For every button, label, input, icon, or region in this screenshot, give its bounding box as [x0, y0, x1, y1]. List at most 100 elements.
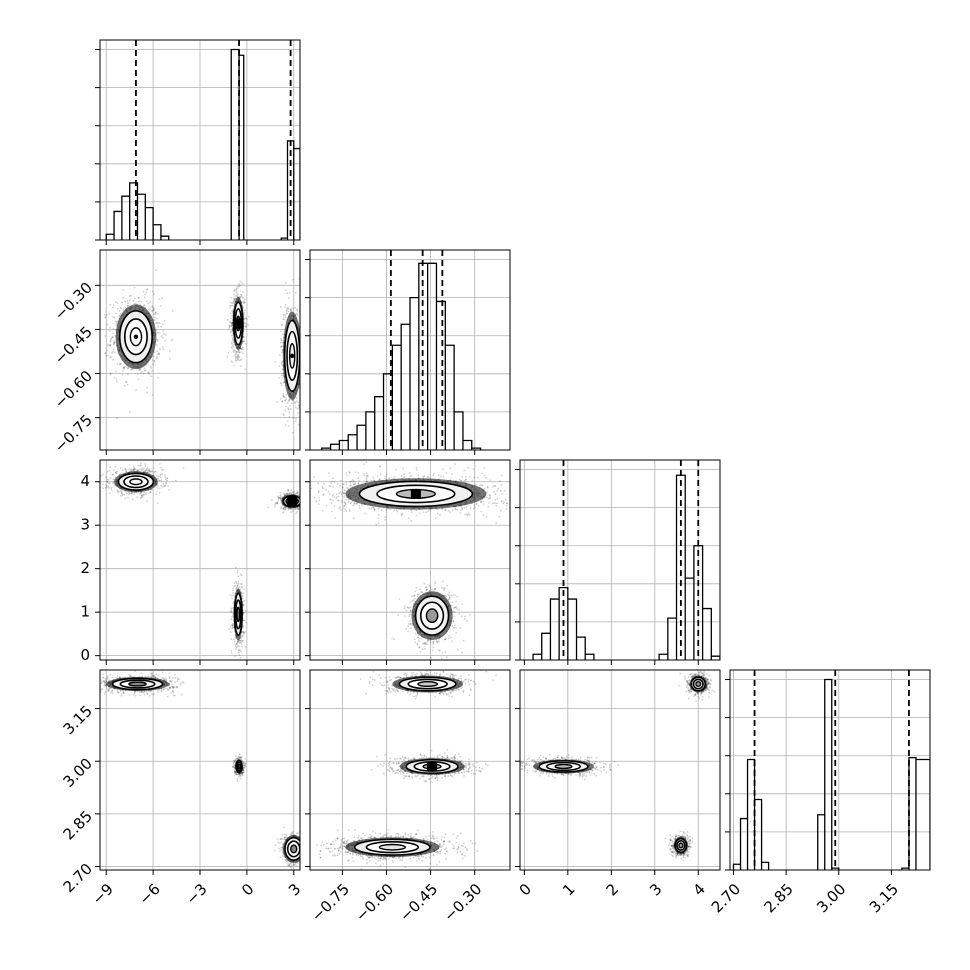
scatter-point [226, 318, 229, 321]
scatter-point [87, 682, 89, 684]
scatter-point [174, 694, 176, 697]
scatter-point [162, 468, 165, 471]
scatter-point [158, 487, 161, 490]
scatter-point [240, 650, 243, 653]
scatter-point [125, 492, 128, 495]
scatter-point [238, 640, 241, 642]
scatter-point [139, 468, 141, 470]
scatter-point [281, 400, 284, 403]
histogram-panel-0 [100, 40, 300, 240]
scatter-point [137, 469, 140, 472]
scatter-point [228, 324, 231, 327]
scatter-point [133, 493, 136, 495]
scatter-point [145, 300, 148, 303]
scatter-point [239, 588, 242, 591]
scatter-point [228, 327, 230, 330]
scatter-point [148, 469, 150, 472]
scatter-point [112, 328, 115, 330]
scatter-point [235, 359, 238, 362]
scatter-point [242, 619, 245, 622]
scatter-point [229, 301, 232, 304]
scatter-point [287, 425, 290, 427]
scatter-point [149, 672, 152, 675]
scatter-point [161, 469, 163, 471]
scatter-point [147, 302, 150, 305]
scatter-point [243, 301, 246, 304]
scatter-point [121, 374, 124, 376]
scatter-point [109, 343, 112, 346]
scatter-point [156, 340, 159, 342]
scatter-point [229, 331, 232, 334]
scatter-point [282, 414, 285, 417]
scatter-point [280, 330, 282, 332]
scatter-point [107, 343, 110, 346]
scatter-point [240, 637, 243, 639]
scatter-point [288, 398, 291, 401]
scatter-point [230, 304, 233, 307]
scatter-point [109, 691, 112, 694]
scatter-point [302, 317, 304, 319]
scatter-point [161, 485, 164, 488]
scatter-point [232, 638, 235, 641]
scatter-point [161, 346, 164, 348]
scatter-point [123, 368, 126, 370]
scatter-point [242, 639, 245, 642]
scatter-point [237, 640, 239, 643]
scatter-point [289, 405, 292, 407]
scatter-point [81, 686, 83, 688]
scatter-point [108, 487, 110, 489]
scatter-point [153, 674, 155, 677]
scatter-point [296, 491, 299, 494]
scatter-point [282, 315, 285, 318]
scatter-point [274, 502, 277, 505]
scatter-point [279, 498, 282, 501]
scatter-point [285, 393, 288, 396]
scatter-point [240, 639, 243, 642]
scatter-point [232, 602, 235, 604]
scatter-point [305, 347, 307, 349]
scatter-point [170, 679, 173, 682]
scatter-point [128, 295, 131, 298]
scatter-point [151, 309, 154, 312]
scatter-point [150, 676, 153, 678]
scatter-point [153, 471, 155, 474]
scatter-point [285, 312, 288, 314]
scatter-point [285, 398, 287, 400]
scatter-point [296, 314, 299, 316]
scatter-point [105, 313, 108, 316]
scatter-point [150, 367, 153, 369]
scatter-point [161, 671, 164, 674]
scatter-point [140, 691, 143, 694]
scatter-point [284, 508, 287, 511]
scatter-point [119, 312, 122, 315]
scatter-point [151, 310, 153, 313]
scatter-point [240, 582, 243, 585]
scatter-point [290, 492, 293, 495]
scatter-point [237, 649, 240, 652]
scatter-point [88, 692, 90, 694]
scatter-point [279, 497, 282, 500]
scatter-point [276, 502, 278, 505]
scatter-point [132, 468, 135, 471]
scatter-point [105, 685, 108, 688]
scatter-point [151, 394, 154, 396]
scatter-point [140, 372, 142, 374]
scatter-point [287, 310, 290, 313]
scatter-point [130, 469, 133, 472]
scatter-point [122, 296, 125, 299]
scatter-point [244, 621, 247, 624]
scatter-point [244, 631, 247, 633]
scatter-point [164, 687, 167, 690]
scatter-point [296, 308, 299, 311]
scatter-point [228, 628, 230, 630]
scatter-point [128, 694, 131, 697]
scatter-point [106, 345, 109, 347]
scatter-point [307, 324, 309, 326]
scatter-point [304, 502, 306, 504]
scatter-point [151, 674, 154, 677]
scatter-point [303, 355, 305, 357]
scatter-point [150, 672, 153, 675]
scatter-point [281, 496, 283, 499]
scatter-point [302, 502, 304, 504]
scatter-point [113, 341, 116, 344]
